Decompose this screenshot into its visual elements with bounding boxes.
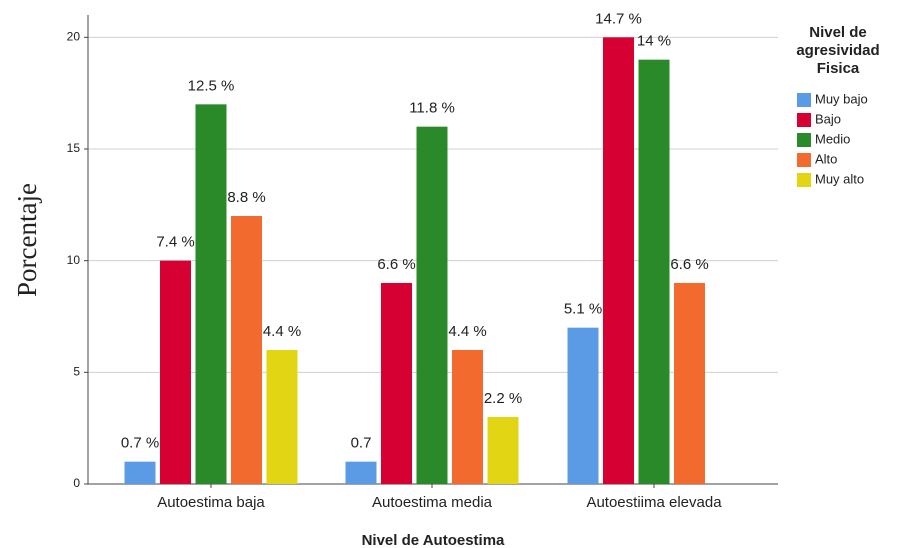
legend-swatch: [797, 133, 811, 147]
bar: [266, 350, 298, 484]
data-label: 6.6 %: [670, 256, 708, 273]
legend-label: Muy bajo: [815, 91, 868, 106]
bar: [381, 283, 412, 484]
bar: [195, 104, 227, 484]
legend-title: agresividad: [796, 42, 879, 59]
legend-title: Nivel de: [809, 24, 867, 41]
bar: [674, 283, 705, 484]
legend-label: Alto: [815, 151, 837, 166]
data-label: 2.2 %: [484, 390, 522, 407]
data-label: 14.7 %: [595, 10, 642, 27]
data-label: 0.7 %: [121, 435, 159, 452]
y-tick-label: 0: [73, 476, 80, 490]
bar: [603, 37, 634, 484]
y-tick-label: 10: [67, 253, 81, 267]
data-label: 7.4 %: [156, 234, 194, 251]
bar: [231, 216, 262, 484]
bar: [160, 260, 191, 484]
bar: [345, 461, 377, 484]
data-label: 4.4 %: [263, 323, 301, 340]
bar: [567, 327, 599, 484]
y-tick-label: 5: [73, 365, 80, 379]
bar: [487, 417, 519, 484]
data-label: 6.6 %: [377, 256, 415, 273]
y-tick-label: 15: [67, 141, 81, 155]
data-label: 5.1 %: [564, 301, 602, 318]
legend-swatch: [797, 93, 811, 107]
x-axis-label: Nivel de Autoestima: [362, 532, 505, 548]
data-label: 14 %: [637, 33, 671, 50]
legend-swatch: [797, 153, 811, 167]
data-label: 11.8 %: [409, 100, 455, 117]
bar: [416, 126, 448, 485]
legend-swatch: [797, 173, 811, 187]
x-tick-label: Autoestiima elevada: [586, 494, 722, 511]
y-axis-label: Porcentaje: [12, 183, 42, 297]
legend-swatch: [797, 113, 811, 127]
legend-label: Bajo: [815, 111, 841, 126]
x-tick-label: Autoestima media: [372, 494, 493, 511]
x-tick-label: Autoestima baja: [157, 494, 265, 511]
data-label: 12.5 %: [188, 77, 235, 94]
legend-label: Muy alto: [815, 171, 864, 186]
y-tick-label: 20: [67, 30, 81, 44]
bar: [452, 350, 483, 484]
legend-title: Fisica: [817, 60, 860, 77]
bar: [124, 461, 156, 484]
bar: [638, 59, 670, 485]
data-label: 4.4 %: [448, 323, 486, 340]
data-label: 8.8 %: [227, 189, 265, 206]
legend-label: Medio: [815, 131, 850, 146]
data-label: 0.7: [351, 435, 372, 452]
